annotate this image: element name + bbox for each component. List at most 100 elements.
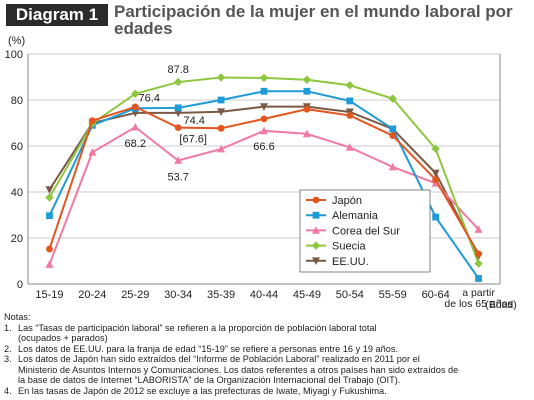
x-tick-label: 50-54 bbox=[336, 289, 364, 301]
data-label: 68.2 bbox=[125, 138, 146, 150]
x-tick-label: 25-29 bbox=[121, 289, 149, 301]
data-point bbox=[431, 169, 440, 178]
data-point bbox=[217, 108, 226, 116]
data-point bbox=[260, 87, 268, 95]
data-point bbox=[217, 96, 225, 104]
y-tick-label: 20 bbox=[11, 233, 23, 245]
data-label: 74.4 bbox=[183, 115, 204, 127]
note-number: 3. bbox=[4, 354, 12, 364]
data-point bbox=[260, 126, 268, 135]
note-item: 4. En las tasas de Japón de 2012 se exclu… bbox=[4, 386, 530, 397]
data-point bbox=[474, 225, 483, 233]
series-corea-del-sur bbox=[45, 122, 483, 268]
legend-label: Alemania bbox=[332, 210, 379, 222]
data-point bbox=[174, 156, 183, 164]
data-point bbox=[260, 115, 268, 123]
data-point bbox=[389, 125, 397, 133]
data-point bbox=[303, 105, 311, 113]
x-tick-label: a partir bbox=[462, 287, 495, 299]
note-text: Los datos de EE.UU. para la franja de ed… bbox=[18, 343, 398, 354]
data-point bbox=[88, 117, 96, 125]
x-tick-label: de los 65 años bbox=[444, 298, 512, 310]
legend-item: EE.UU. bbox=[306, 256, 369, 268]
legend-marker bbox=[312, 226, 320, 234]
data-point bbox=[388, 162, 397, 171]
legend-marker bbox=[312, 196, 320, 204]
data-point bbox=[174, 104, 182, 112]
data-annotations: 87.8 76.4 74.4 [67.6] 68.2 53.7 66.6 bbox=[125, 64, 275, 183]
note-item: 3. Los datos de Japón han sido extraídos … bbox=[4, 354, 530, 386]
x-tick-label: 60-64 bbox=[422, 289, 450, 301]
data-point bbox=[217, 124, 225, 132]
note-number: 1. bbox=[4, 322, 12, 333]
legend-label: Japón bbox=[332, 195, 362, 207]
legend-item: Corea del Sur bbox=[306, 225, 400, 237]
data-label: 66.6 bbox=[253, 141, 274, 153]
y-tick-label: 60 bbox=[11, 141, 23, 153]
data-label: 53.7 bbox=[167, 171, 188, 183]
y-tick-label: 0 bbox=[17, 279, 23, 291]
data-point bbox=[431, 144, 440, 153]
x-tick-label: 40-44 bbox=[250, 289, 278, 301]
data-point bbox=[345, 143, 354, 151]
data-point bbox=[216, 73, 226, 82]
data-point bbox=[302, 129, 311, 138]
data-point bbox=[302, 75, 312, 84]
note-item: 1. Las “Tasas de participación laboral” s… bbox=[4, 323, 530, 344]
data-point bbox=[432, 213, 440, 221]
legend-item: Japón bbox=[306, 195, 362, 207]
data-point bbox=[88, 148, 97, 156]
data-point bbox=[474, 259, 483, 268]
data-point bbox=[346, 112, 354, 119]
notes: Notas: 1. Las “Tasas de participación lab… bbox=[4, 312, 530, 396]
y-tick-label: 80 bbox=[11, 95, 23, 107]
y-tick-label: 100 bbox=[5, 49, 23, 61]
note-number: 2. bbox=[4, 343, 12, 354]
data-label: 87.8 bbox=[167, 64, 188, 76]
data-point bbox=[475, 275, 482, 282]
data-label: 76.4 bbox=[139, 92, 160, 104]
legend-marker bbox=[312, 211, 320, 219]
line-chart: (%) 0 20 40 60 80 100 15-19 20-24 25-29 30-34 35-… bbox=[5, 35, 517, 311]
data-point bbox=[475, 250, 482, 258]
series-jap-n bbox=[46, 103, 482, 258]
legend: Japón Alemania Corea del Sur Suecia EE.UU. bbox=[299, 189, 431, 273]
diagram-badge: Diagram 1 bbox=[6, 4, 108, 26]
note-item: 2. Los datos de EE.UU. para la franja de … bbox=[4, 344, 530, 355]
data-point bbox=[45, 186, 54, 194]
data-point bbox=[388, 94, 397, 103]
x-tick-label: 55-59 bbox=[379, 289, 407, 301]
data-point bbox=[303, 87, 311, 95]
data-point bbox=[45, 193, 54, 202]
data-point bbox=[45, 260, 54, 268]
series-group bbox=[45, 73, 483, 282]
legend-label: Suecia bbox=[332, 241, 367, 253]
note-text: Los datos de Japón han sido extraídos de… bbox=[18, 354, 459, 385]
x-tick-label: 45-49 bbox=[293, 289, 321, 301]
data-point bbox=[432, 176, 440, 183]
x-tick-label: 15-19 bbox=[35, 289, 63, 301]
legend-marker bbox=[312, 257, 320, 265]
data-point bbox=[174, 109, 183, 118]
y-tick-labels: 0 20 40 60 80 100 bbox=[5, 49, 23, 291]
data-point bbox=[46, 245, 53, 253]
data-point bbox=[174, 124, 182, 131]
legend-item: Alemania bbox=[306, 210, 379, 222]
data-point bbox=[46, 212, 53, 220]
data-label: [67.6] bbox=[179, 134, 207, 146]
legend-marker bbox=[311, 241, 321, 250]
data-point bbox=[345, 81, 355, 90]
data-point bbox=[173, 77, 183, 87]
chart-title: Participación de la mujer en el mundo la… bbox=[114, 2, 513, 38]
data-point bbox=[389, 132, 397, 140]
data-point bbox=[259, 73, 269, 83]
data-point bbox=[131, 103, 139, 111]
x-tick-label: 30-34 bbox=[164, 289, 192, 301]
x-tick-label: 35-39 bbox=[207, 289, 235, 301]
y-unit-label: (%) bbox=[8, 35, 25, 47]
note-number: 4. bbox=[4, 385, 12, 396]
y-tick-label: 40 bbox=[11, 187, 23, 199]
notes-list: 1. Las “Tasas de participación laboral” s… bbox=[4, 323, 530, 397]
legend-label: EE.UU. bbox=[332, 256, 369, 268]
notes-heading: Notas: bbox=[4, 312, 31, 322]
